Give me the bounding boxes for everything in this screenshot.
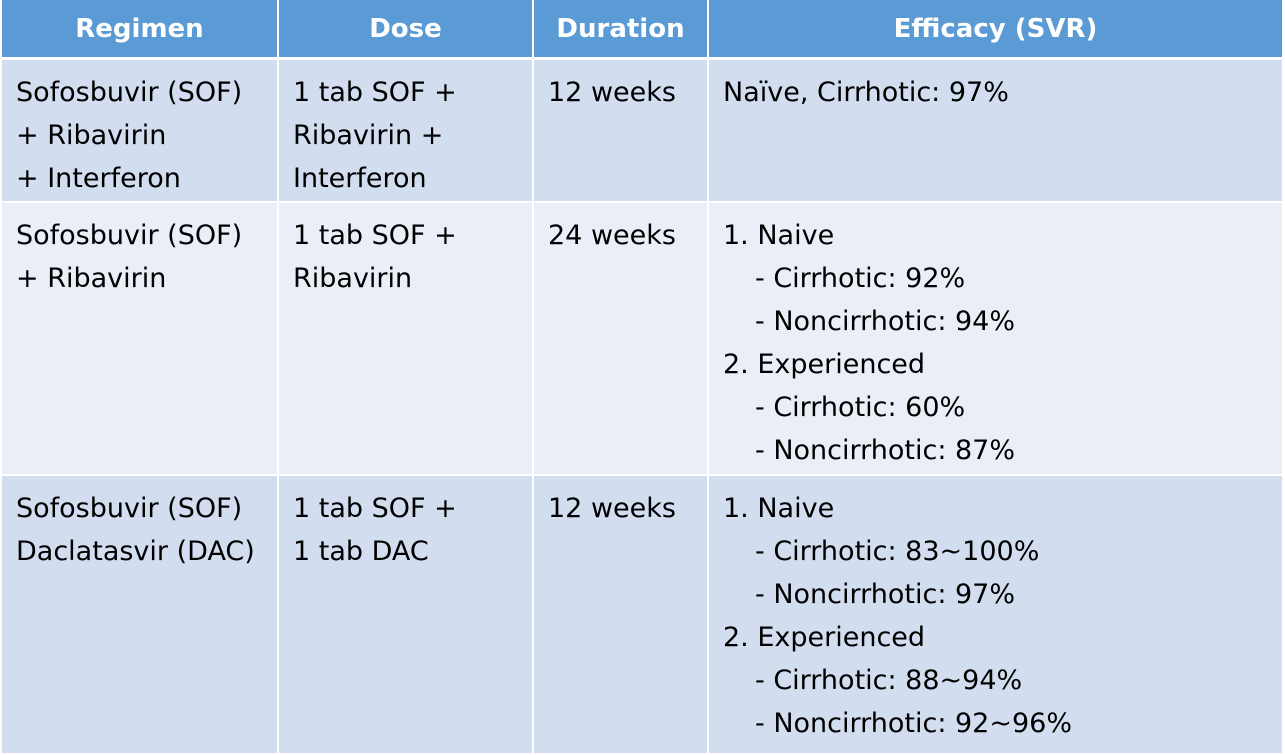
duration-value: 12 weeks (548, 77, 676, 108)
dose-cell: 1 tab SOF + Ribavirin + Interferon (278, 58, 534, 203)
efficacy-item: - Noncirrhotic: 92~96% (755, 707, 1072, 739)
efficacy-item: - Cirrhotic: 83~100% (755, 535, 1040, 567)
dose-cell: 1 tab SOF + 1 tab DAC (278, 474, 534, 755)
efficacy-group-naive: 1. Naive (723, 219, 835, 251)
table-row: Sofosbuvir (SOF) + Ribavirin 1 tab SOF +… (2, 201, 1282, 476)
efficacy-item: - Cirrhotic: 92% (755, 262, 966, 294)
efficacy-item: - Cirrhotic: 60% (755, 391, 966, 423)
efficacy-group-experienced: 2. Experienced (723, 621, 926, 653)
regimen-line: + Ribavirin (16, 262, 167, 294)
dose-line: Interferon (293, 163, 427, 194)
regimen-line: + Ribavirin (16, 120, 167, 151)
regimen-line: Sofosbuvir (SOF) (16, 77, 243, 108)
efficacy-cell: 1. Naive - Cirrhotic: 83~100% - Noncirrh… (708, 474, 1282, 755)
efficacy-group-naive: 1. Naive (723, 492, 835, 524)
efficacy-item: - Noncirrhotic: 97% (755, 578, 1016, 610)
duration-cell: 12 weeks (533, 474, 709, 755)
dose-line: 1 tab SOF + (293, 77, 457, 108)
regimen-cell: Sofosbuvir (SOF) + Ribavirin + Interfero… (2, 58, 279, 203)
header-duration: Duration (533, 0, 709, 60)
efficacy-line: Naïve, Cirrhotic: 97% (723, 77, 1009, 108)
duration-cell: 12 weeks (533, 58, 709, 203)
efficacy-item: - Cirrhotic: 88~94% (755, 664, 1023, 696)
dose-line: 1 tab SOF + (293, 219, 457, 251)
dose-line: Ribavirin (293, 262, 413, 294)
dose-line: Ribavirin + (293, 120, 444, 151)
duration-value: 12 weeks (548, 492, 676, 524)
regimen-cell: Sofosbuvir (SOF) + Ribavirin (2, 201, 279, 476)
regimen-cell: Sofosbuvir (SOF) Daclatasvir (DAC) (2, 474, 279, 755)
regimen-line: Sofosbuvir (SOF) (16, 219, 243, 251)
efficacy-cell: 1. Naive - Cirrhotic: 92% - Noncirrhotic… (708, 201, 1282, 476)
table-row: Sofosbuvir (SOF) Daclatasvir (DAC) 1 tab… (2, 474, 1282, 755)
header-regimen: Regimen (2, 0, 279, 60)
dose-cell: 1 tab SOF + Ribavirin (278, 201, 534, 476)
dose-line: 1 tab SOF + (293, 492, 457, 524)
duration-cell: 24 weeks (533, 201, 709, 476)
table-row: Sofosbuvir (SOF) + Ribavirin + Interfero… (2, 58, 1282, 203)
dose-line: 1 tab DAC (293, 535, 429, 567)
efficacy-cell: Naïve, Cirrhotic: 97% (708, 58, 1282, 203)
header-row: Regimen Dose Duration Efficacy (SVR) (2, 0, 1282, 60)
header-efficacy: Efficacy (SVR) (708, 0, 1282, 60)
regimen-line: Sofosbuvir (SOF) (16, 492, 243, 524)
regimen-line: + Interferon (16, 163, 181, 194)
efficacy-group-experienced: 2. Experienced (723, 348, 926, 380)
regimen-line: Daclatasvir (DAC) (16, 535, 255, 567)
efficacy-item: - Noncirrhotic: 94% (755, 305, 1016, 337)
duration-value: 24 weeks (548, 219, 676, 251)
efficacy-item: - Noncirrhotic: 87% (755, 434, 1016, 466)
header-dose: Dose (278, 0, 534, 60)
